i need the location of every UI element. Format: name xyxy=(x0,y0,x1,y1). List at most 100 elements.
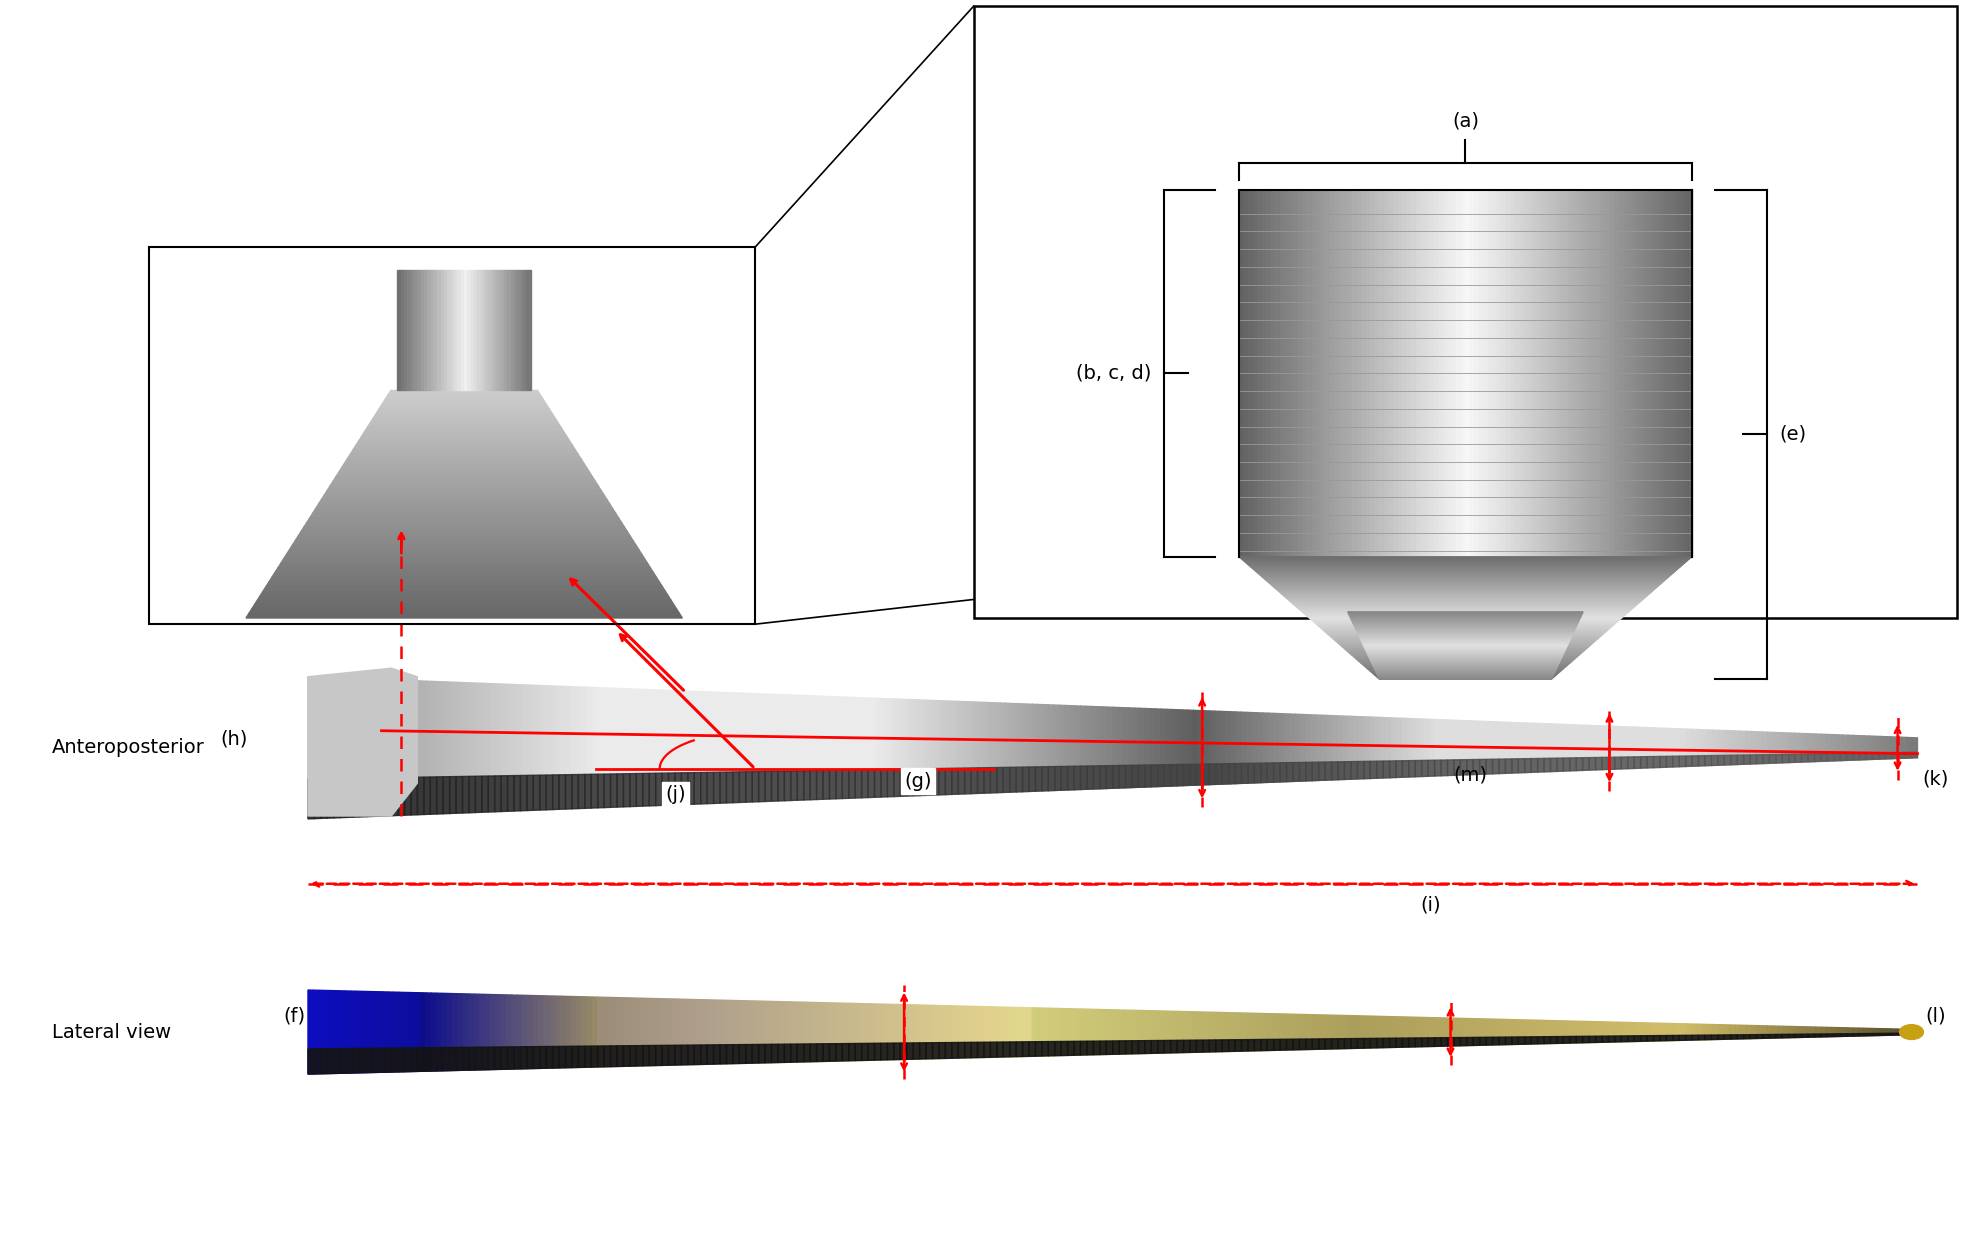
Polygon shape xyxy=(1061,766,1067,790)
Polygon shape xyxy=(578,1046,584,1068)
Polygon shape xyxy=(1254,1039,1262,1051)
Polygon shape xyxy=(1794,754,1802,763)
Polygon shape xyxy=(1327,634,1604,637)
Bar xyxy=(1435,189,1439,556)
Polygon shape xyxy=(592,997,598,1067)
Polygon shape xyxy=(972,1042,978,1058)
Polygon shape xyxy=(1371,761,1377,779)
Polygon shape xyxy=(1222,1039,1228,1052)
Polygon shape xyxy=(785,771,791,801)
Polygon shape xyxy=(1065,1009,1069,1056)
Polygon shape xyxy=(1347,650,1584,653)
Polygon shape xyxy=(1210,1012,1214,1052)
Polygon shape xyxy=(252,604,676,609)
Bar xyxy=(1484,189,1488,556)
Polygon shape xyxy=(501,776,507,812)
Polygon shape xyxy=(781,1001,785,1063)
Polygon shape xyxy=(791,695,797,801)
Polygon shape xyxy=(1615,1036,1621,1042)
Polygon shape xyxy=(1268,1039,1274,1051)
Polygon shape xyxy=(705,692,711,803)
Polygon shape xyxy=(1832,1027,1836,1037)
Bar xyxy=(475,269,477,391)
Polygon shape xyxy=(630,1046,636,1067)
Polygon shape xyxy=(1365,1016,1371,1048)
Polygon shape xyxy=(517,685,523,811)
Polygon shape xyxy=(1325,1038,1331,1049)
Polygon shape xyxy=(1874,1028,1880,1036)
Polygon shape xyxy=(272,572,656,577)
Polygon shape xyxy=(1814,1035,1820,1037)
Polygon shape xyxy=(630,774,636,807)
Polygon shape xyxy=(636,1046,642,1065)
Polygon shape xyxy=(1053,705,1059,791)
Polygon shape xyxy=(1902,1030,1908,1035)
Polygon shape xyxy=(507,776,515,811)
Polygon shape xyxy=(1460,721,1466,775)
Polygon shape xyxy=(501,684,507,812)
Polygon shape xyxy=(1719,1025,1725,1039)
Polygon shape xyxy=(1542,1021,1548,1043)
Polygon shape xyxy=(1602,1022,1605,1042)
Polygon shape xyxy=(684,999,689,1065)
Polygon shape xyxy=(1441,1018,1445,1046)
Polygon shape xyxy=(1681,1023,1687,1041)
Polygon shape xyxy=(431,681,437,815)
Polygon shape xyxy=(753,693,759,802)
Polygon shape xyxy=(769,695,775,801)
Polygon shape xyxy=(1029,1042,1035,1057)
Polygon shape xyxy=(1514,1020,1520,1044)
Polygon shape xyxy=(1687,1023,1693,1041)
Polygon shape xyxy=(656,999,662,1065)
Polygon shape xyxy=(662,999,668,1065)
Polygon shape xyxy=(560,996,566,1068)
Polygon shape xyxy=(1351,761,1357,779)
Polygon shape xyxy=(1343,716,1349,780)
Polygon shape xyxy=(372,679,378,817)
Polygon shape xyxy=(1135,1010,1141,1054)
Bar xyxy=(1303,189,1307,556)
Polygon shape xyxy=(719,1044,727,1064)
Polygon shape xyxy=(1747,1026,1751,1038)
Polygon shape xyxy=(1391,718,1397,777)
Polygon shape xyxy=(932,769,940,795)
Polygon shape xyxy=(1156,1011,1160,1053)
Polygon shape xyxy=(1021,703,1027,792)
Polygon shape xyxy=(876,1004,882,1060)
Polygon shape xyxy=(479,684,485,812)
Polygon shape xyxy=(411,777,417,815)
Polygon shape xyxy=(344,459,584,464)
Polygon shape xyxy=(1498,722,1504,774)
Polygon shape xyxy=(314,1048,320,1074)
Polygon shape xyxy=(1280,713,1284,782)
Polygon shape xyxy=(1005,1007,1011,1057)
Polygon shape xyxy=(1665,728,1671,768)
Polygon shape xyxy=(582,687,586,808)
Polygon shape xyxy=(1735,1025,1741,1039)
Polygon shape xyxy=(823,696,829,800)
Polygon shape xyxy=(1854,1033,1860,1036)
Polygon shape xyxy=(1391,1017,1397,1047)
Bar xyxy=(1502,189,1506,556)
Polygon shape xyxy=(682,1046,688,1065)
Polygon shape xyxy=(1093,766,1101,789)
Polygon shape xyxy=(380,404,548,409)
Polygon shape xyxy=(1359,717,1365,779)
Polygon shape xyxy=(1570,758,1576,771)
Polygon shape xyxy=(1377,1038,1383,1048)
Polygon shape xyxy=(1621,1022,1627,1042)
Bar xyxy=(1552,189,1556,556)
Polygon shape xyxy=(1075,706,1081,790)
Polygon shape xyxy=(1236,1012,1242,1052)
Polygon shape xyxy=(322,496,606,499)
Polygon shape xyxy=(866,1004,870,1060)
Polygon shape xyxy=(727,1000,731,1064)
Polygon shape xyxy=(598,774,604,808)
Polygon shape xyxy=(1381,717,1387,779)
Polygon shape xyxy=(964,768,972,794)
Polygon shape xyxy=(1311,763,1319,781)
Polygon shape xyxy=(1397,718,1403,777)
Polygon shape xyxy=(731,693,737,802)
Polygon shape xyxy=(1296,606,1635,608)
Polygon shape xyxy=(1305,1039,1311,1049)
